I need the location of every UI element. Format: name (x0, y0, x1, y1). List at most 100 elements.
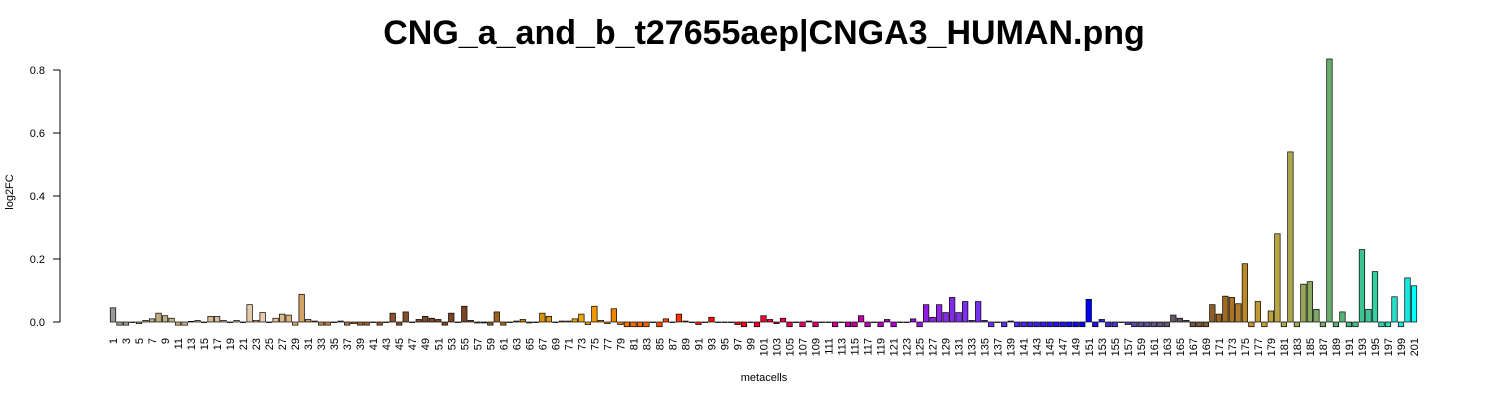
chart-title: CNG_a_and_b_t27655aep|CNGA3_HUMAN.png (383, 14, 1145, 52)
bar (428, 317, 435, 323)
bar (357, 321, 364, 326)
x-tick-label: 83 (641, 338, 653, 350)
x-tick-label: 3 (121, 338, 133, 344)
x-tick-label: 151 (1084, 338, 1096, 356)
bar (779, 317, 787, 323)
bar (1384, 321, 1392, 328)
bar (1202, 321, 1209, 328)
x-tick-label: 67 (537, 338, 549, 350)
bar (883, 319, 891, 323)
x-tick-label: 91 (693, 338, 705, 350)
x-tick-label: 131 (954, 338, 966, 356)
x-tick-label: 69 (550, 338, 562, 350)
bar (1339, 311, 1346, 323)
bar (766, 319, 774, 323)
x-tick-label: 45 (394, 338, 406, 350)
bar (643, 321, 650, 328)
bar (877, 321, 884, 328)
x-tick-label: 97 (732, 338, 744, 350)
bar (389, 312, 396, 323)
bar (1176, 317, 1183, 323)
x-tick-label: 57 (472, 338, 484, 350)
bar (812, 321, 819, 328)
x-tick-label: 43 (381, 338, 393, 350)
x-tick-label: 159 (1136, 338, 1148, 356)
x-tick-label: 95 (719, 338, 731, 350)
bar (558, 320, 565, 323)
bar (604, 321, 611, 324)
bar (565, 320, 572, 323)
x-tick-label: 1 (108, 338, 120, 344)
bar (1254, 301, 1261, 323)
x-tick-label: 107 (798, 338, 810, 356)
bar (350, 321, 357, 324)
x-tick-label: 129 (941, 338, 953, 356)
bar (656, 321, 663, 328)
x-tick-label: 33 (316, 338, 328, 350)
bar (714, 321, 722, 323)
x-tick-label: 15 (199, 338, 211, 350)
x-tick-label: 19 (225, 338, 237, 350)
bar (383, 321, 390, 323)
bar (1404, 277, 1411, 323)
bar (279, 313, 286, 323)
bar (174, 321, 182, 326)
x-tick-label: 121 (889, 338, 901, 356)
bar (1085, 298, 1092, 323)
bar (344, 321, 351, 326)
bar (597, 320, 604, 323)
x-tick-label: 93 (706, 338, 718, 350)
bar (1287, 151, 1294, 323)
bar (734, 321, 741, 325)
bar (376, 321, 383, 326)
x-tick-label: 85 (654, 338, 666, 350)
bar (1371, 271, 1379, 323)
bar (1007, 320, 1014, 323)
x-tick-label: 137 (993, 338, 1005, 356)
bar (409, 321, 416, 323)
bar (949, 297, 956, 323)
bar (1241, 263, 1248, 323)
bar (220, 320, 227, 323)
x-tick-label: 49 (420, 338, 432, 350)
x-tick-label: 169 (1201, 338, 1213, 356)
x-tick-label: 21 (238, 338, 250, 350)
x-tick-label: 51 (433, 338, 445, 350)
bar (1248, 321, 1255, 328)
bar (610, 308, 617, 323)
x-tick-label: 147 (1058, 338, 1070, 356)
bar (1040, 321, 1047, 328)
bar (584, 321, 591, 325)
x-tick-label: 23 (251, 338, 263, 350)
bar (923, 304, 930, 323)
x-tick-label: 181 (1279, 338, 1291, 356)
bar (910, 318, 917, 323)
bar (422, 315, 429, 323)
bar (161, 315, 169, 323)
x-tick-label: 127 (928, 338, 940, 356)
bar (799, 321, 806, 328)
x-tick-label: 39 (355, 338, 367, 350)
bar (1124, 321, 1131, 325)
x-tick-label: 199 (1396, 338, 1408, 356)
x-tick-label: 149 (1071, 338, 1083, 356)
x-tick-label: 167 (1188, 338, 1200, 356)
x-tick-label: 75 (589, 338, 601, 350)
bar (1183, 320, 1190, 323)
bar (526, 321, 533, 324)
bar (1137, 321, 1144, 328)
bar (474, 321, 481, 324)
x-tick-label: 59 (485, 338, 497, 350)
bar (155, 312, 162, 323)
x-tick-label: 145 (1045, 338, 1057, 356)
bar (1092, 321, 1099, 328)
x-tick-label: 111 (824, 338, 836, 355)
bar (649, 321, 657, 323)
bar (246, 304, 253, 323)
bar (213, 315, 221, 323)
bar (109, 307, 117, 323)
y-tick-label: 0.6 (30, 128, 45, 140)
bar (1293, 321, 1301, 328)
bar (818, 321, 826, 323)
bar (467, 320, 474, 323)
